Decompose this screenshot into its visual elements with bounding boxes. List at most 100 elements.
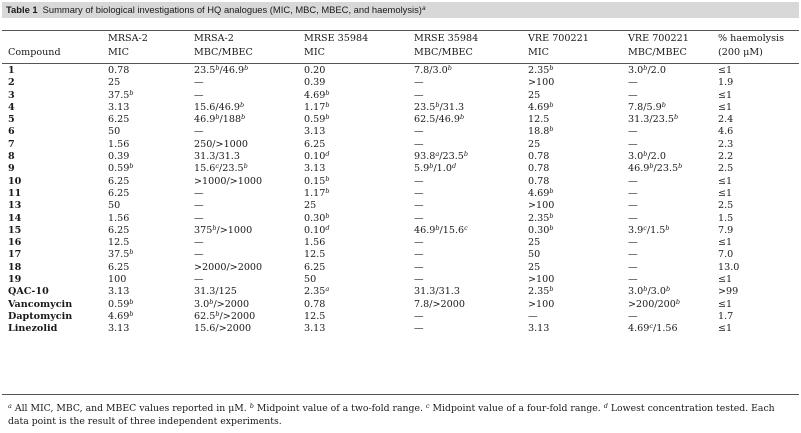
table-cell: 3.0b/>2000 [194, 297, 250, 310]
compound-cell: 2 [8, 77, 15, 89]
top-rule [2, 30, 799, 31]
table-cell: — [628, 175, 638, 187]
table-cell: 12.5 [528, 114, 550, 126]
table-row: 16 12.5 — 1.56 — 25 — ≤1 [8, 237, 784, 249]
table-cell: 25 [108, 77, 121, 89]
table-cell: — [194, 237, 204, 249]
table-row: 14 1.56 — 0.30b — 2.35b — 1.5 [8, 211, 784, 225]
table-cell: 4.69b [304, 88, 330, 101]
table-row: 15 6.25 375b/>1000 0.10d 46.9b/15.6c 0.30b 3.9… [8, 225, 784, 237]
column-header: MRSA-2 MBC/MBEC [194, 33, 253, 58]
table-cell: >99 [718, 286, 739, 298]
table-cell: 1.56 [108, 212, 130, 224]
table-cell: ≤1 [718, 323, 733, 335]
table-cell: — [194, 187, 204, 199]
table-row: 4 3.13 15.6/46.9b 1.17b 23.5b/31.3 4.69b 7.8/5… [8, 102, 784, 114]
caption-note-mark: a [421, 5, 426, 12]
compound-cell: 11 [8, 187, 22, 199]
table-cell: 31.3/125 [194, 286, 237, 298]
table-cell: — [194, 212, 204, 224]
table-row: 6 50 — 3.13 — 18.8b — 4.6 [8, 126, 784, 138]
table-cell: 1.9 [718, 77, 734, 89]
table-cell: — [414, 187, 424, 199]
table-cell: 5.9b/1.0d [414, 162, 457, 175]
column-header: VRE 700221 MBC/MBEC [628, 33, 689, 58]
table-cell: 2.35a [304, 285, 330, 298]
table-cell: 4.69b [528, 100, 554, 113]
table-cell: 0.30b [528, 223, 554, 236]
table-cell: 12.5 [304, 249, 326, 261]
table-cell: — [628, 138, 638, 150]
footnote-mark: b [249, 402, 254, 410]
table-cell: >200/200b [628, 297, 681, 310]
compound-cell: 9 [8, 163, 15, 175]
table-cell: — [414, 200, 424, 212]
table-row: 10 6.25 >1000/>1000 0.15b — 0.78 — ≤1 [8, 175, 784, 188]
table-cell: 1.56 [304, 237, 326, 249]
table-row: 2 25 — 0.39 — >100 — 1.9 [8, 77, 784, 89]
compound-cell: 14 [8, 212, 22, 224]
footnote-text: Midpoint value of a two-fold range. [256, 403, 423, 414]
table-cell: — [194, 274, 204, 286]
table-cell: 62.5/46.9b [414, 113, 465, 126]
table-cell: — [628, 237, 638, 249]
table-cell: 3.13 [528, 323, 550, 335]
table-cell: 2.4 [718, 114, 734, 126]
table-cell: >100 [528, 200, 555, 212]
table-cell: 0.39 [108, 151, 130, 163]
column-header: MRSE 35984 MBC/MBEC [414, 33, 479, 58]
table-caption: Table 1 Summary of biological investigati… [2, 2, 799, 18]
compound-cell: 13 [8, 200, 22, 212]
table-row: 19 100 — 50 — >100 — ≤1 [8, 274, 784, 286]
table-cell: — [414, 237, 424, 249]
table-footnotes: a All MIC, MBC, and MBEC values reported… [8, 403, 794, 428]
table-cell: — [628, 187, 638, 199]
table-cell: 37.5b [108, 88, 134, 101]
table-cell: 0.30b [304, 211, 330, 224]
table-cell: 0.78 [304, 298, 326, 310]
table-cell: 12.5 [304, 310, 326, 322]
table-row: 11 6.25 — 1.17b — 4.69b — ≤1 [8, 188, 784, 200]
table-cell: 12.5 [108, 237, 130, 249]
table-cell: 0.39 [304, 77, 326, 89]
table-cell: 50 [304, 274, 317, 286]
table-row: 9 0.59b 15.6c/23.5b 3.13 5.9b/1.0d 0.78 46.9b/… [8, 163, 784, 175]
table-cell: 3.13 [304, 323, 326, 335]
table-cell: 0.59b [304, 113, 330, 126]
table-cell: — [628, 310, 638, 322]
table-cell: — [628, 126, 638, 138]
footnote-mark: c [425, 402, 430, 410]
table-cell: 0.10d [304, 150, 330, 163]
table-cell: 3.13 [108, 323, 130, 335]
table-cell: 50 [108, 200, 121, 212]
bottom-rule [2, 394, 799, 395]
table-cell: — [194, 200, 204, 212]
table-cell: — [194, 89, 204, 101]
table-cell: 23.5b/31.3 [414, 100, 465, 113]
table-cell: — [414, 175, 424, 187]
table-cell: 1.17b [304, 186, 330, 199]
table-cell: ≤1 [718, 89, 733, 101]
footnote-text: Midpoint value of a four-fold range. [432, 403, 601, 414]
table-cell: 0.78 [528, 163, 550, 175]
compound-cell: 1 [8, 65, 15, 76]
table-cell: 2.35b [528, 64, 554, 76]
table-cell: 100 [108, 274, 127, 286]
table-cell: 2.3 [718, 138, 734, 150]
table-cell: — [414, 274, 424, 286]
table-cell: 62.5b/>2000 [194, 309, 256, 322]
table-cell: ≤1 [718, 175, 733, 187]
table-cell: 250/>1000 [194, 138, 248, 150]
column-header: MRSA-2 MIC [108, 33, 148, 58]
table-cell: 4.69b [528, 186, 554, 199]
table-cell: — [628, 212, 638, 224]
table-row: QAC-10 3.13 31.3/125 2.35a 31.3/31.3 2.35b 3.0… [8, 286, 784, 298]
table-cell: — [414, 126, 424, 138]
table-cell: 4.6 [718, 126, 734, 138]
table-cell: 3.0b/2.0 [628, 64, 666, 76]
table-cell: 0.59b [108, 162, 134, 175]
footnote-mark: d [603, 402, 608, 410]
table-row: 18 6.25 >2000/>2000 6.25 — 25 — 13.0 [8, 262, 784, 274]
table-cell: 25 [304, 200, 317, 212]
